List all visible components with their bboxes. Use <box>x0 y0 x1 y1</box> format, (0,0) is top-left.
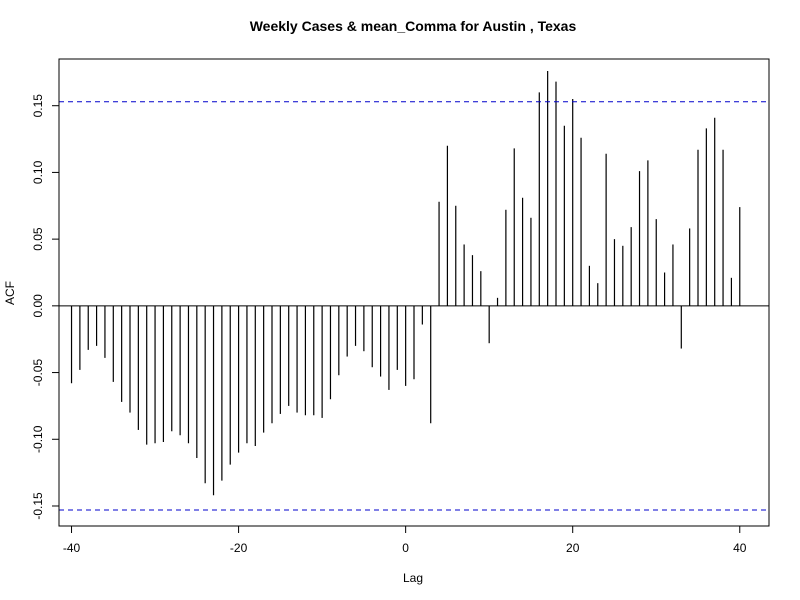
y-tick-label: -0.05 <box>31 359 45 387</box>
y-tick-label: 0.05 <box>31 227 45 251</box>
y-tick-label: -0.15 <box>31 492 45 520</box>
y-tick-label: 0.00 <box>31 294 45 318</box>
y-axis: -0.15 -0.10 -0.05 0.00 0.05 0.10 0.15 <box>31 94 60 520</box>
x-axis: -40 -20 0 20 40 <box>63 525 747 555</box>
x-tick-label: 0 <box>402 541 409 555</box>
x-axis-label: Lag <box>403 571 423 585</box>
y-tick-label: -0.10 <box>31 425 45 453</box>
y-tick-label: 0.10 <box>31 160 45 184</box>
x-tick-label: 20 <box>566 541 580 555</box>
plot-frame <box>58 58 770 527</box>
acf-bars <box>70 71 741 496</box>
y-tick-label: 0.15 <box>31 94 45 118</box>
y-axis-label: ACF <box>3 281 17 305</box>
x-tick-label: -20 <box>230 541 248 555</box>
x-tick-label: 40 <box>733 541 747 555</box>
chart-title: Weekly Cases & mean_Comma for Austin , T… <box>250 18 577 34</box>
x-tick-label: -40 <box>63 541 81 555</box>
confidence-bounds <box>59 101 769 511</box>
